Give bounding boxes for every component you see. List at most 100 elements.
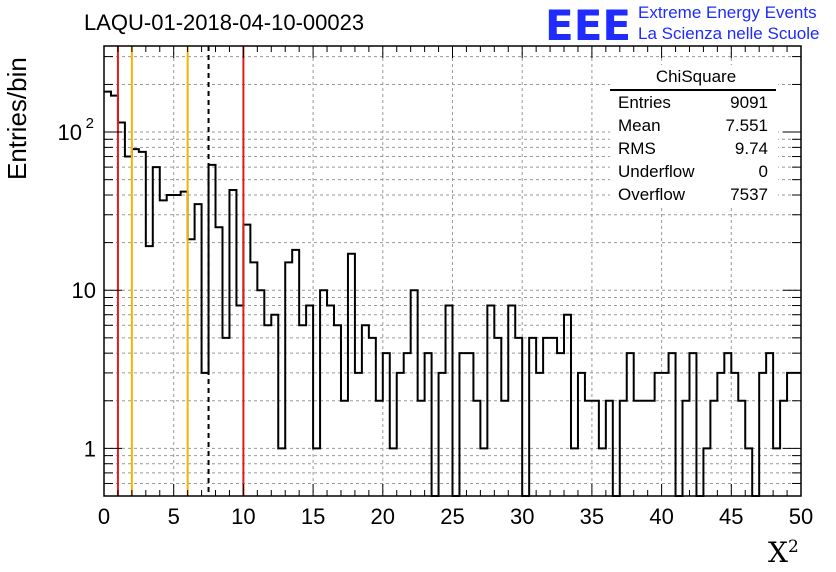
y-axis-label: Entries/bin (2, 57, 32, 180)
histogram-bin (466, 353, 473, 496)
x-tick-label: 5 (168, 504, 180, 529)
histogram-bin (459, 353, 466, 496)
histogram-bin (320, 290, 327, 496)
histogram-bin (222, 338, 229, 496)
stats-value: 7537 (730, 185, 768, 204)
histogram-bin (724, 353, 731, 496)
histogram-bin (501, 401, 508, 496)
x-tick-label: 40 (649, 504, 673, 529)
histogram-bin (257, 290, 264, 496)
x-tick-label: 45 (719, 504, 743, 529)
stats-box: ChiSquare Entries 9091 Mean 7.551 RMS 9.74 … (610, 65, 778, 206)
histogram-bin (425, 353, 432, 496)
stats-label: Overflow (618, 185, 686, 204)
histogram-bin (195, 204, 202, 496)
histogram-bin (550, 338, 557, 496)
histogram-bin (494, 338, 501, 496)
histogram-bin (515, 338, 522, 496)
histogram-bin (592, 401, 599, 496)
histogram-bin (348, 254, 355, 496)
histogram-bin (355, 373, 362, 496)
stats-label: Underflow (618, 162, 695, 181)
stats-value: 0 (758, 162, 768, 181)
histogram-bin (487, 306, 494, 496)
histogram-bin (111, 96, 118, 496)
histogram-bin (529, 338, 536, 496)
histogram-bin (104, 92, 111, 496)
histogram-bin (146, 246, 153, 496)
histogram-bin (362, 325, 369, 496)
histogram-bin (376, 401, 383, 496)
stats-row-entries: Entries 9091 (610, 91, 778, 114)
stats-label: Entries (618, 93, 671, 112)
histogram-bin (745, 448, 752, 496)
histogram-bin (174, 195, 181, 496)
histogram-bin (369, 338, 376, 496)
histogram-bin (264, 325, 271, 496)
stats-value: 9091 (730, 93, 768, 112)
histogram-bin (710, 401, 717, 496)
stats-title: ChiSquare (655, 67, 737, 86)
x-tick-label: 0 (98, 504, 110, 529)
histogram-bin (543, 338, 550, 496)
histogram-bin (773, 448, 780, 496)
histogram-bin (390, 448, 397, 496)
histogram-bin (662, 373, 669, 496)
histogram-bin (411, 290, 418, 496)
x-tick-label: 15 (301, 504, 325, 529)
stats-value: 7.551 (725, 116, 768, 135)
eee-logo-mark: EEE (545, 1, 632, 50)
histogram-bin (118, 122, 125, 496)
stats-rows: Entries 9091 Mean 7.551 RMS 9.74 Underflow 0… (610, 89, 778, 206)
histogram-bin (473, 401, 480, 496)
y-tick-label-exponent: 2 (86, 115, 94, 132)
histogram-bin (641, 401, 648, 496)
stats-row-mean: Mean 7.551 (610, 114, 778, 137)
histogram-bin (188, 239, 195, 496)
histogram-bin (446, 306, 453, 496)
x-axis-label-exponent: 2 (787, 537, 799, 557)
histogram-bin (132, 149, 139, 496)
histogram-bin (292, 250, 299, 496)
histogram-bin (181, 192, 188, 496)
histogram-bin (209, 165, 216, 496)
histogram-bin (787, 373, 794, 496)
histogram-bin (508, 306, 515, 496)
histogram-bin (327, 306, 334, 496)
chart-title: LAQU-01-2018-04-10-00023 (84, 10, 365, 35)
x-tick-label: 25 (440, 504, 464, 529)
histogram-bin (717, 373, 724, 496)
x-tick-label: 20 (371, 504, 395, 529)
histogram-bin (627, 353, 634, 496)
histogram-bin (599, 448, 606, 496)
x-axis-label: X2 (768, 536, 799, 569)
stats-row-overflow: Overflow 7537 (610, 183, 778, 206)
stats-label: RMS (618, 139, 656, 158)
histogram-bin (250, 262, 257, 496)
histogram-bin (669, 353, 676, 496)
histogram-bin (404, 353, 411, 496)
stats-value: 9.74 (734, 139, 768, 158)
histogram-bin (299, 325, 306, 496)
histogram-bin (585, 401, 592, 496)
histogram-bin (634, 401, 641, 496)
histogram-bin (564, 315, 571, 496)
y-tick-label: 10 (58, 120, 82, 145)
histogram-bin (306, 306, 313, 496)
histogram-bin (216, 227, 223, 496)
logo-text-line2: La Scienza nelle Scuole (638, 24, 820, 43)
x-tick-label: 10 (231, 504, 255, 529)
histogram-bin (243, 225, 250, 496)
histogram-bin (383, 353, 390, 496)
histogram-bin (285, 262, 292, 496)
histogram-bin (731, 373, 738, 496)
histogram-bin (278, 448, 285, 496)
histogram-bin (536, 373, 543, 496)
x-tick-label: 35 (580, 504, 604, 529)
histogram-bin (620, 401, 627, 496)
histogram-bin (703, 448, 710, 496)
stats-label: Mean (618, 116, 661, 135)
histogram-bin (571, 448, 578, 496)
histogram-bin (139, 152, 146, 496)
